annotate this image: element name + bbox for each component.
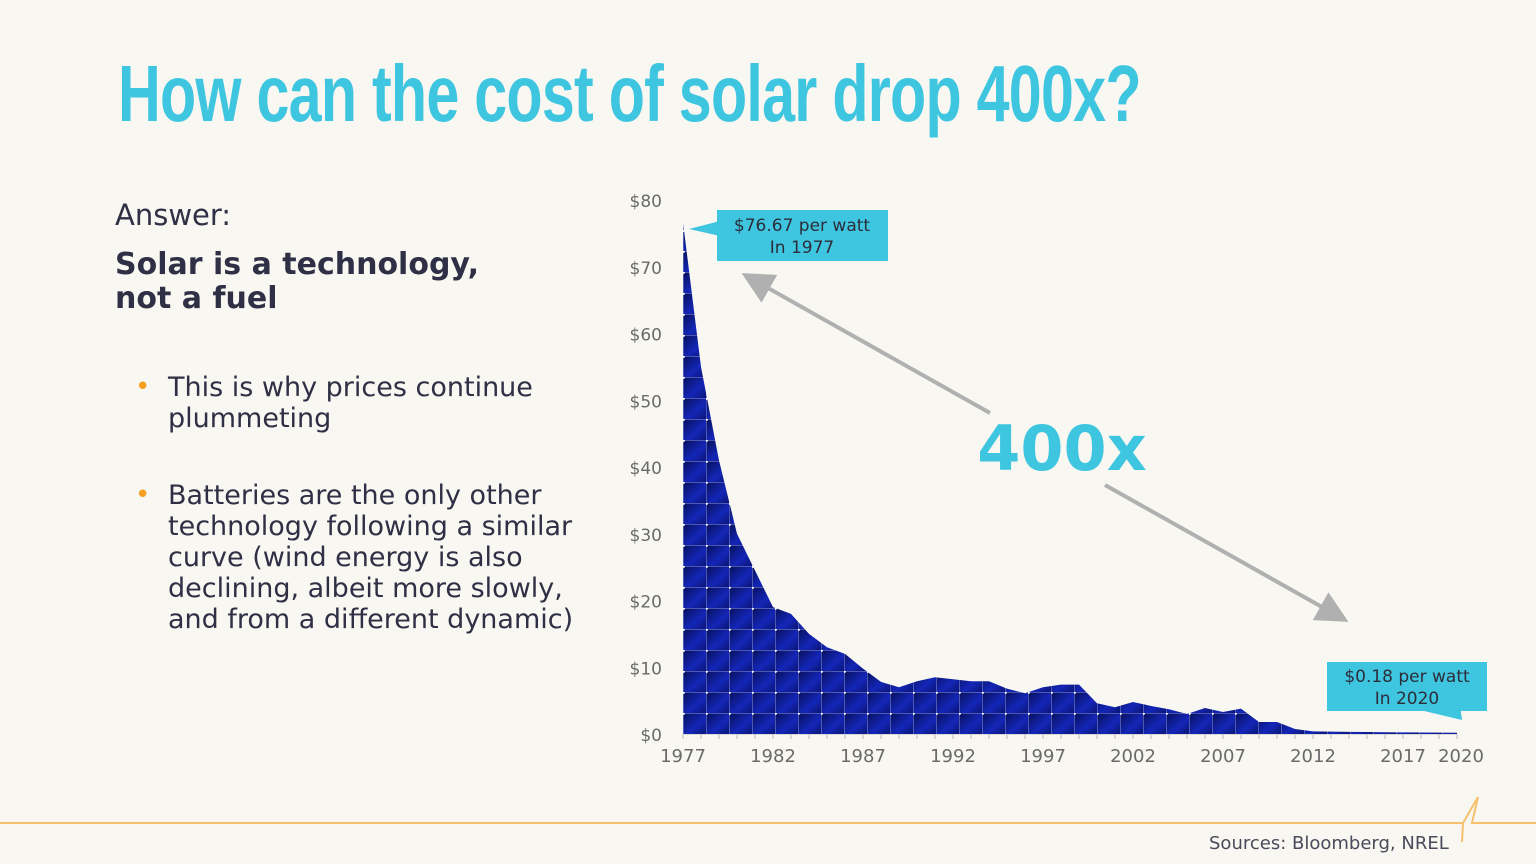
bullet-item: • Batteries are the only other technology… [135,480,595,635]
x-tick-label: 2020 [1438,746,1484,767]
y-tick-label: $80 [630,192,662,212]
arrow-up [741,273,991,415]
claim-heading: Solar is a technology, not a fuel [115,247,480,316]
x-tick-label: 1977 [660,746,706,767]
y-tick-label: $30 [630,526,662,546]
x-tick-label: 2002 [1110,746,1156,767]
y-tick-label: $70 [630,259,662,279]
factor-label: 400x [977,412,1146,485]
price-area [683,222,1457,734]
y-tick-label: $20 [630,593,662,613]
sources-note: Sources: Bloomberg, NREL [1209,833,1449,854]
page-title: How can the cost of solar drop 400x? [118,49,1141,138]
end-callout: $0.18 per watt In 2020 [1327,662,1487,720]
bullet-text: This is why prices continue plummeting [168,372,533,434]
bullet-list: • This is why prices continue plummeting … [135,372,595,681]
bullet-item: • This is why prices continue plummeting [135,372,595,434]
end-callout-line1: $0.18 per watt [1344,667,1470,687]
x-tick-label: 2007 [1200,746,1246,767]
x-tick-label: 2012 [1290,746,1336,767]
x-tick-label: 1987 [840,746,886,767]
x-tick-label: 2017 [1380,746,1426,767]
y-tick-label: $50 [630,392,662,412]
bullet-dot-icon: • [135,372,151,402]
bullet-dot-icon: • [135,480,151,510]
arrow-down [1104,483,1349,622]
y-tick-label: $0 [640,726,662,746]
bullet-text: Batteries are the only other technology … [168,480,574,635]
start-callout-line1: $76.67 per watt [734,216,871,236]
y-tick-label: $60 [630,326,662,346]
x-tick-label: 1982 [750,746,796,767]
x-tick-label: 1997 [1020,746,1066,767]
footer-line [0,796,1536,843]
x-tick-label: 1992 [930,746,976,767]
y-tick-label: $10 [630,659,662,679]
y-tick-label: $40 [630,459,662,479]
answer-label: Answer: [115,198,232,232]
start-callout-line2: In 1977 [770,238,834,258]
start-callout: $76.67 per watt In 1977 [689,210,888,261]
end-callout-line2: In 2020 [1375,689,1439,709]
